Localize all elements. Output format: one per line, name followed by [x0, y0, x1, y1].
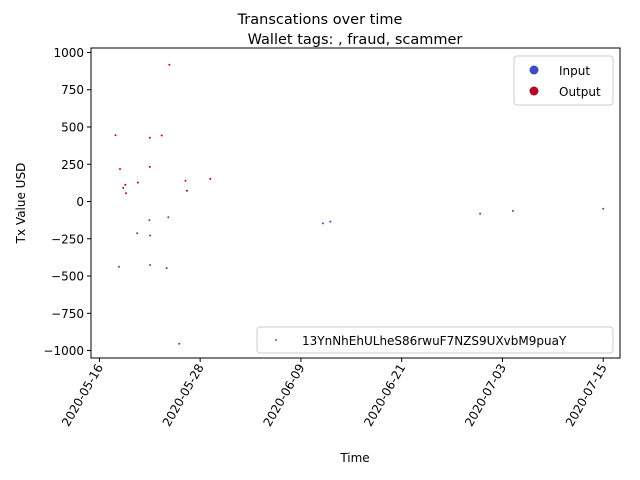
legend-wallet-label: 13YnNhEhULheS86rwuF7NZS9UXvbM9puaY: [302, 334, 567, 348]
y-axis-label: Tx Value USD: [14, 163, 28, 245]
point-output: [148, 165, 151, 168]
y-tick-label: 1000: [53, 46, 84, 60]
legend-wallet-marker: [275, 339, 277, 341]
x-tick-label: 2020-05-16: [59, 362, 106, 429]
points-layer: [114, 63, 605, 345]
legend-output-label: Output: [559, 85, 601, 99]
point-output: [119, 168, 121, 170]
point-input: [149, 234, 152, 237]
y-tick-label: −250: [51, 232, 84, 246]
point-output: [124, 183, 127, 186]
x-axis: 2020-05-16 2020-05-28 2020-06-09 2020-06-21…: [59, 358, 610, 429]
point-output: [125, 192, 127, 195]
x-tick-label: 2020-06-09: [261, 362, 308, 429]
point-input: [322, 222, 324, 225]
point-input: [178, 342, 181, 345]
point-input: [148, 219, 151, 222]
legend-top-frame: [513, 55, 614, 106]
legend-output-marker: [529, 86, 539, 96]
point-output: [168, 63, 171, 66]
point-output: [136, 181, 139, 184]
y-tick-label: 0: [76, 195, 84, 209]
point-input: [329, 220, 332, 223]
point-output: [160, 134, 163, 137]
point-input: [165, 267, 168, 270]
point-input: [118, 265, 120, 268]
point-input: [167, 216, 170, 219]
point-output: [184, 179, 187, 182]
chart-title: Transcations over time: [237, 12, 403, 28]
y-tick-label: 250: [61, 158, 84, 172]
legend-input-marker: [529, 65, 539, 75]
point-output: [148, 136, 151, 139]
point-input: [511, 209, 514, 212]
y-tick-label: −750: [51, 307, 84, 321]
x-axis-label: Time: [339, 451, 369, 465]
point-input: [602, 207, 605, 210]
y-tick-label: 750: [61, 83, 84, 97]
point-input: [136, 232, 139, 235]
legend-bottom: 13YnNhEhULheS86rwuF7NZS9UXvbM9puaY: [256, 326, 614, 354]
point-output: [114, 134, 117, 137]
x-tick-label: 2020-07-03: [462, 362, 509, 429]
chart-subtitle: Wallet tags: , fraud, scammer: [248, 32, 463, 48]
point-output: [122, 186, 125, 189]
point-input: [149, 264, 152, 266]
y-tick-label: −500: [51, 270, 84, 284]
x-tick-label: 2020-05-28: [160, 362, 207, 429]
legend-top: Input Output: [513, 55, 614, 106]
point-output: [185, 189, 188, 192]
legend-bottom-frame: [256, 326, 614, 354]
y-tick-label: −1000: [43, 344, 84, 358]
legend-input-label: Input: [559, 64, 590, 78]
point-output: [209, 177, 212, 180]
point-input: [479, 212, 482, 215]
x-tick-label: 2020-07-15: [563, 362, 610, 429]
x-tick-label: 2020-06-21: [361, 362, 408, 429]
y-tick-label: 500: [61, 120, 84, 134]
y-axis: 1000 750 500 250 0 −250 −500 −750 −1000: [43, 46, 91, 358]
